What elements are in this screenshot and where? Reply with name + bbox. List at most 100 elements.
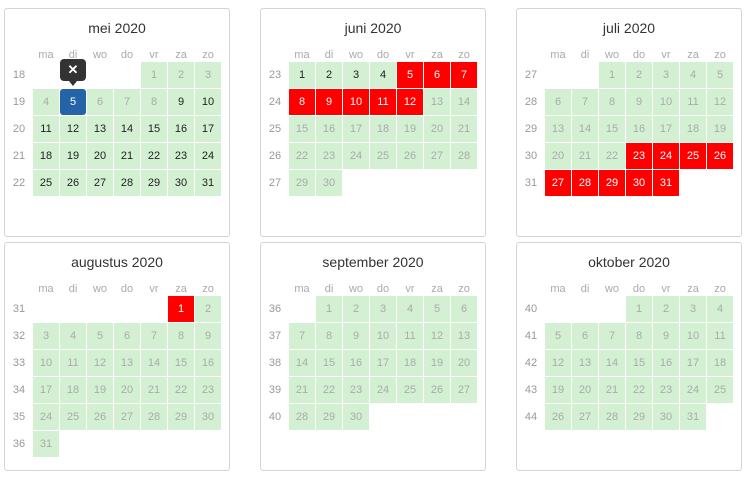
day-cell: 9	[195, 323, 221, 349]
day-cell: 17	[370, 350, 396, 376]
day-cell-booked[interactable]: 8	[289, 89, 315, 115]
day-cell-selected[interactable]: 5	[60, 89, 86, 115]
day-cell: 29	[316, 404, 342, 430]
weekday-header: do	[376, 283, 390, 295]
day-cell[interactable]: 21	[114, 143, 140, 169]
day-cell: 19	[545, 377, 571, 403]
day-cell: 19	[87, 377, 113, 403]
day-cell: 25	[370, 143, 396, 169]
day-cell-booked[interactable]: 9	[316, 89, 342, 115]
day-cell[interactable]: 28	[114, 170, 140, 196]
close-icon[interactable]: ✕	[67, 62, 79, 77]
day-cell: 8	[316, 323, 342, 349]
day-cell-booked[interactable]: 12	[397, 89, 423, 115]
day-cell[interactable]: 16	[168, 116, 194, 142]
day-cell[interactable]: 1	[289, 62, 315, 88]
weekday-header: ma	[38, 49, 54, 61]
day-cell: 16	[343, 350, 369, 376]
day-cell: 7	[141, 323, 167, 349]
day-cell: 7	[289, 323, 315, 349]
week-number: 23	[268, 69, 282, 81]
day-cell-booked[interactable]: 26	[707, 143, 733, 169]
day-cell[interactable]: 18	[33, 143, 59, 169]
month-title: oktober 2020	[588, 254, 670, 270]
weekday-header: do	[120, 283, 134, 295]
week-number: 32	[12, 330, 26, 342]
day-cell: 29	[168, 404, 194, 430]
day-cell[interactable]: 15	[141, 116, 167, 142]
weekday-header: do	[632, 49, 646, 61]
day-cell[interactable]: 14	[114, 116, 140, 142]
weekday-header: do	[632, 283, 646, 295]
day-cell[interactable]: 10	[195, 89, 221, 115]
day-cell: 9	[343, 323, 369, 349]
day-cell: 15	[599, 116, 625, 142]
day-cell-booked[interactable]: 29	[599, 170, 625, 196]
day-cell[interactable]: 26	[60, 170, 86, 196]
day-cell: 14	[572, 116, 598, 142]
day-cell[interactable]: 20	[87, 143, 113, 169]
week-number: 22	[12, 177, 26, 189]
weekday-header: di	[324, 283, 334, 295]
deselect-popover[interactable]: ✕	[60, 59, 86, 86]
month-title: juni 2020	[344, 20, 402, 36]
day-cell: 19	[397, 116, 423, 142]
day-cell[interactable]: 19	[60, 143, 86, 169]
week-number: 44	[524, 411, 538, 423]
day-cell[interactable]: 13	[87, 116, 113, 142]
day-cell[interactable]: 23	[168, 143, 194, 169]
day-cell-booked[interactable]: 31	[653, 170, 679, 196]
day-cell: 10	[680, 323, 706, 349]
day-cell: 16	[195, 350, 221, 376]
day-cell[interactable]: 29	[141, 170, 167, 196]
day-cell[interactable]: 2	[316, 62, 342, 88]
day-cell: 14	[451, 89, 477, 115]
day-cell[interactable]: 3	[343, 62, 369, 88]
day-cell: 20	[572, 377, 598, 403]
day-cell[interactable]: 11	[33, 116, 59, 142]
day-cell[interactable]: 22	[141, 143, 167, 169]
day-cell: 5	[87, 323, 113, 349]
day-cell[interactable]: 24	[195, 143, 221, 169]
day-cell-booked[interactable]: 6	[424, 62, 450, 88]
day-cell[interactable]: 17	[195, 116, 221, 142]
week-number: 40	[268, 411, 282, 423]
day-cell: 28	[141, 404, 167, 430]
day-cell: 2	[168, 62, 194, 88]
week-number: 27	[524, 69, 538, 81]
day-cell: 14	[289, 350, 315, 376]
day-cell[interactable]: 9	[168, 89, 194, 115]
weekday-header: wo	[92, 283, 108, 295]
day-cell[interactable]: 25	[33, 170, 59, 196]
day-cell-booked[interactable]: 25	[680, 143, 706, 169]
day-cell[interactable]: 31	[195, 170, 221, 196]
day-cell-booked[interactable]: 23	[626, 143, 652, 169]
day-cell: 13	[572, 350, 598, 376]
month-calendar: juni 2020 ma di wo do vr za zo 23 24 25 26 27 1 2 3 4 5 6 7…	[260, 8, 486, 237]
day-cell: 11	[60, 350, 86, 376]
day-cell: 18	[707, 350, 733, 376]
day-cell: 18	[370, 116, 396, 142]
day-cell[interactable]: 30	[168, 170, 194, 196]
day-cell[interactable]: 27	[87, 170, 113, 196]
day-cell-booked[interactable]: 1	[168, 296, 194, 322]
week-number: 43	[524, 384, 538, 396]
day-cell[interactable]: 12	[60, 116, 86, 142]
day-cell[interactable]: 4	[370, 62, 396, 88]
day-cell-booked[interactable]: 10	[343, 89, 369, 115]
day-cell: 22	[168, 377, 194, 403]
day-cell: 13	[545, 116, 571, 142]
day-cell: 21	[289, 377, 315, 403]
day-cell: 29	[626, 404, 652, 430]
day-cell-booked[interactable]: 30	[626, 170, 652, 196]
day-cell-booked[interactable]: 28	[572, 170, 598, 196]
day-cell-booked[interactable]: 11	[370, 89, 396, 115]
day-cell-booked[interactable]: 5	[397, 62, 423, 88]
day-cell-booked[interactable]: 27	[545, 170, 571, 196]
day-cell: 1	[316, 296, 342, 322]
day-cell: 23	[343, 377, 369, 403]
day-cell-booked[interactable]: 24	[653, 143, 679, 169]
week-number: 36	[268, 303, 282, 315]
weekday-header: zo	[458, 283, 470, 295]
day-cell-booked[interactable]: 7	[451, 62, 477, 88]
